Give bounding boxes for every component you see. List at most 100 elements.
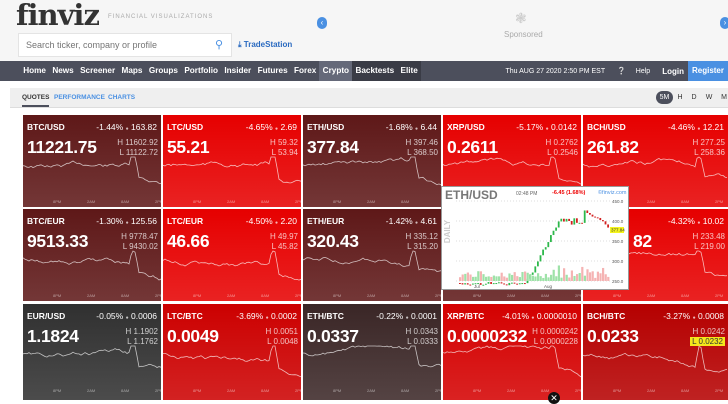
price: 0.0337 [307,326,359,346]
high: H 233.48 [692,232,725,241]
candle [591,214,594,217]
change: -4.46% ● 12.21 [668,122,724,132]
nav-home[interactable]: Home [23,66,46,75]
candle [552,230,555,236]
search-box[interactable]: ⚲ [18,33,232,57]
sparkline-path [303,345,441,368]
pair-name: LTC/USD [167,122,204,132]
candle [586,210,589,213]
search-icon[interactable]: ⚲ [214,39,223,51]
quote-tile[interactable]: ETH/EUR -1.42% ● 4.61 320.43 H 335.12 L 315.… [303,209,441,301]
sparkline-axis-label: 8PM [473,388,481,393]
timeframe-w[interactable]: W [705,94,713,101]
sparkline-axis-label: 2AM [87,199,95,204]
pair-name: BCH/BTC [587,311,626,321]
timeframe-5m[interactable]: 5M [656,91,673,104]
candle [563,218,565,222]
sparkline-axis-label: 2AM [647,293,655,298]
register-button[interactable]: Register [687,61,728,81]
low-value: 9430.02 [129,242,158,251]
tab-charts[interactable]: CHARTS [108,94,136,101]
change-abs: 125.56 [131,216,157,226]
help-link[interactable]: ❔ Help [609,67,658,75]
high-value: 0.0000242 [540,327,578,336]
price: 55.21 [167,137,210,157]
quote-tile[interactable]: ETH/BTC -0.22% ● 0.0001 0.0337 H 0.0343 L 0.… [303,304,441,400]
prev-ad-icon[interactable]: ‹ [317,17,327,29]
nav-groups[interactable]: Groups [148,66,178,75]
high-value: 0.0051 [273,327,298,336]
nav-portfolio[interactable]: Portfolio [184,66,218,75]
header: finviz FINANCIAL VISUALIZATIONS ⚲ ⤓ Trad… [0,0,728,61]
pair-name: ETH/BTC [307,311,344,321]
quote-tile[interactable]: BTC/EUR -1.30% ● 125.56 9513.33 H 9778.47 L … [23,209,161,301]
quote-tile[interactable]: LTC/EUR -4.50% ● 2.20 46.66 H 49.97 L 45.82 8… [163,209,301,301]
tab-quotes[interactable]: QUOTES [22,94,50,107]
low: L 258.36 [694,148,725,157]
sparkline-axis-label: 8PM [613,293,621,298]
nav-backtests[interactable]: Backtests [352,61,398,81]
popup-title: ETH/USD [445,188,498,202]
sparkline-axis-label: 8AM [401,388,409,393]
low: L 9430.02 [122,242,158,251]
low-value: 45.82 [277,242,298,251]
next-ad-icon[interactable]: › [720,17,728,29]
sponsored-label: Sponsored [504,30,543,39]
login-link[interactable]: Login [662,66,684,76]
sparkline-axis-label: 2AM [87,293,95,298]
search-input[interactable] [19,34,209,56]
sparkline-axis-label: 8PM [193,293,201,298]
pair-name: XRP/USD [447,122,485,132]
quote-tile[interactable]: XRP/BTC -4.01% ● 0.0000010 0.0000232 H 0.00… [443,304,581,400]
nav-elite[interactable]: Elite [397,61,421,81]
nav-forex[interactable]: Forex [294,66,317,75]
timeframe-m[interactable]: M [721,94,727,101]
quote-tile[interactable]: LTC/BTC -3.69% ● 0.0002 0.0049 H 0.0051 L 0.… [163,304,301,400]
tab-performance[interactable]: PERFORMANCE [54,94,105,101]
nav-maps[interactable]: Maps [121,66,143,75]
quote-tile[interactable]: BCH/BTC -3.27% ● 0.0008 0.0233 H 0.0242 L 0.… [583,304,728,400]
pair-name: BTC/EUR [27,216,65,226]
change-pct: -4.46% [668,122,695,132]
nav-insider[interactable]: Insider [224,66,252,75]
low: L 11122.72 [119,148,158,157]
candle [521,283,524,285]
volume-bar [508,273,511,281]
nav-futures[interactable]: Futures [257,66,288,75]
pair-name: LTC/EUR [167,216,204,226]
sparkline-path [23,345,161,368]
sparkline: 8PM 2AM 8AM [303,156,441,204]
timeframe-d[interactable]: D [691,94,697,101]
change-abs: 0.0006 [131,311,157,321]
quote-tile[interactable]: EUR/USD -0.05% ● 0.0006 1.1824 H 1.1902 L 1.… [23,304,161,400]
nav-crypto[interactable]: Crypto [319,61,353,81]
high: H 59.32 [269,138,298,147]
close-icon[interactable]: ✕ [548,392,560,404]
candle [490,282,492,284]
popup-time: 02:48 PM [516,191,538,197]
price: 0.0049 [167,326,219,346]
low-value: 1.1762 [133,337,158,346]
nav-news[interactable]: News [52,66,74,75]
finviz-logo[interactable]: finviz [16,0,100,32]
candle [542,249,544,256]
quote-tile[interactable]: LTC/USD -4.65% ● 2.69 55.21 H 59.32 L 53.94 8… [163,115,301,207]
quote-tile[interactable]: BTC/USD -1.44% ● 163.82 11221.75 H 11602.92… [23,115,161,207]
sparkline: 8PM 2AM 8AM 2PM [23,156,161,204]
low-value: 11122.72 [125,148,158,157]
high-value: 397.46 [413,138,438,147]
change: -1.68% ● 6.44 [385,122,437,132]
tradestation-link[interactable]: ⤓ TradeStation [238,40,293,49]
volume-bar [459,277,462,281]
timeframe-h[interactable]: H [677,94,683,101]
candle [503,283,505,285]
price: 0.2611 [447,137,498,157]
volume-bar [563,268,566,281]
high: H 11602.92 [117,138,158,147]
sparkline-axis-label: 2AM [227,388,235,393]
nav-screener[interactable]: Screener [80,66,116,75]
popup-source: ©finviz.com [598,190,627,196]
sparkline-path [163,250,301,281]
quote-tile[interactable]: ETH/USD -1.68% ● 6.44 377.84 H 397.46 L 368.… [303,115,441,207]
candle [487,282,490,284]
